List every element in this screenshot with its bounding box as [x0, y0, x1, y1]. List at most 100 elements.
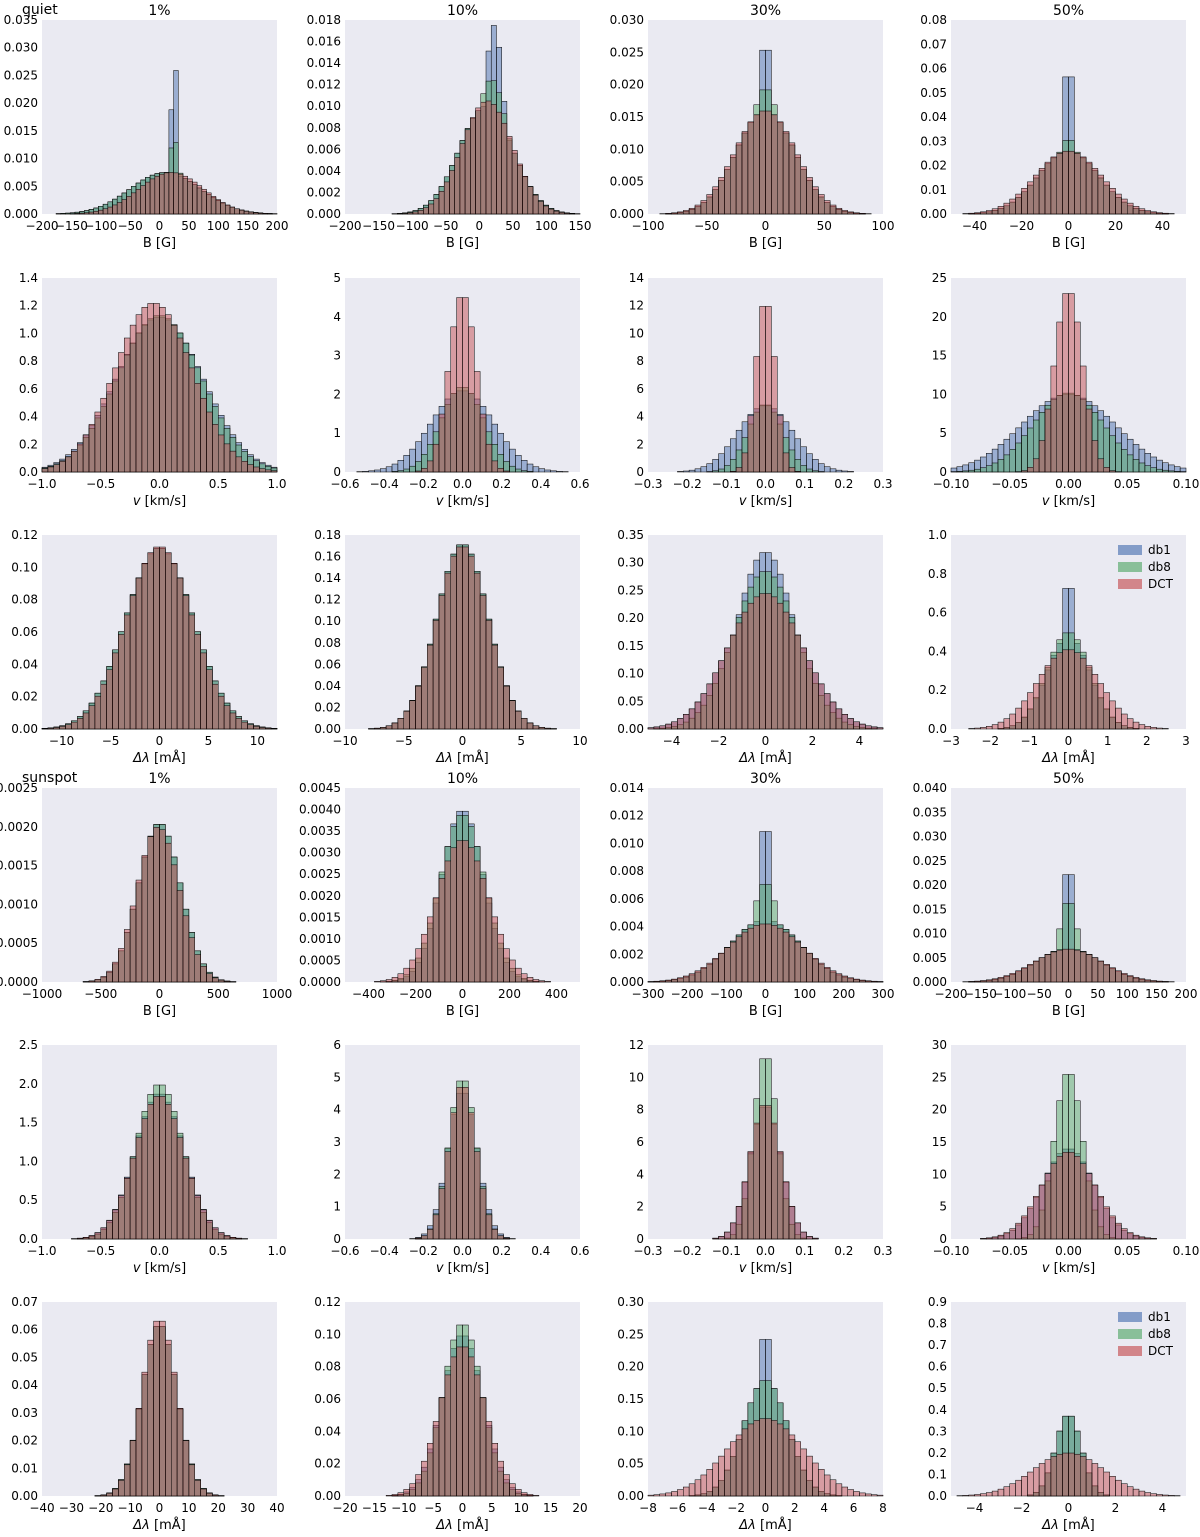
histogram-bar: [82, 434, 90, 473]
x-tick-label: 0: [1065, 219, 1073, 233]
histogram-bar: [171, 563, 178, 730]
y-tick-label: 0.9: [928, 1295, 947, 1309]
histogram-bar: [1021, 700, 1028, 730]
y-tick-label: 0.08: [314, 636, 341, 650]
x-tick-label: 0: [1065, 987, 1073, 1001]
panel-sunspot-2-1: 0.00 0.02 0.04 0.06 0.08 0.10 0.12 −20 −15 −10 −5 0…: [314, 1295, 587, 1533]
histogram-bar: [188, 1464, 195, 1497]
histogram-bar: [462, 297, 469, 473]
histogram-bar: [991, 1490, 999, 1497]
histogram-bar: [759, 923, 766, 983]
y-tick-label: 0.04: [314, 1424, 341, 1438]
histogram-bar: [65, 456, 72, 473]
y-tick-label: 0.05: [11, 1350, 38, 1364]
histogram-bar: [818, 463, 825, 473]
histogram-bar: [730, 634, 737, 730]
histogram-bar: [806, 468, 813, 473]
panel-quiet-0-2: 0.000 0.005 0.010 0.015 0.020 0.025 0.030 −100 −…: [610, 3, 895, 251]
y-tick-label: 0.0000: [0, 975, 38, 989]
histogram-bar: [782, 452, 790, 473]
y-tick-label: 12: [629, 1038, 644, 1052]
histogram-bar: [847, 471, 854, 473]
histogram-bar: [509, 1483, 516, 1497]
histogram-bar: [794, 471, 801, 473]
histogram-bar: [147, 1104, 154, 1240]
histogram-bar: [456, 546, 463, 730]
histogram-bar: [1127, 454, 1134, 473]
histogram-bar: [724, 166, 731, 215]
histogram-bar: [462, 840, 469, 983]
histogram-bar: [688, 708, 696, 730]
histogram-bar: [362, 471, 369, 473]
x-tick-label: −40: [29, 1501, 54, 1515]
histogram-bar: [735, 936, 743, 983]
x-axis-label: B [G]: [749, 1004, 782, 1019]
histogram-bar: [135, 577, 143, 730]
panel-quiet-1-2: 0 2 4 6 8 10 12 14 −0.3 −0.2 −0.1 0.0 0.1 0.2 0.3 v [km…: [629, 271, 893, 509]
panel-sunspot-0-2: 0.000 0.002 0.004 0.006 0.008 0.010 0.012 0.014…: [610, 771, 895, 1019]
histogram-bar: [847, 211, 854, 215]
histogram-bar: [1132, 977, 1140, 983]
histogram-bar: [385, 725, 393, 730]
histogram-bar: [474, 1374, 481, 1497]
x-tick-label: 1: [1104, 734, 1112, 748]
histogram-bar: [159, 1320, 166, 1497]
series-DCT: [385, 1346, 540, 1497]
histogram-bar: [759, 110, 766, 215]
histogram-bar: [1021, 1476, 1028, 1497]
histogram-bar: [859, 979, 866, 983]
y-tick-label: 0.0000: [299, 975, 341, 989]
x-tick-label: 300: [872, 987, 895, 1001]
histogram-bar: [391, 1494, 399, 1497]
histogram-bar: [1033, 1467, 1040, 1497]
histogram-bar: [135, 314, 143, 473]
y-tick-label: 0.06: [11, 1323, 38, 1337]
histogram-bar: [788, 622, 796, 730]
y-tick-label: 0.4: [928, 644, 947, 658]
histogram-bar: [677, 1489, 684, 1497]
y-tick-label: 0.00: [11, 1489, 38, 1503]
histogram-bar: [1085, 408, 1093, 473]
histogram-bar: [806, 1455, 813, 1497]
histogram-bar: [968, 981, 975, 983]
series-DCT: [69, 172, 273, 215]
histogram-bar: [753, 596, 760, 730]
histogram-bar: [1109, 1215, 1116, 1240]
histogram-bar: [491, 1443, 498, 1497]
histogram-bar: [712, 1462, 719, 1497]
histogram-bar: [397, 1492, 404, 1497]
histogram-bar: [427, 1229, 434, 1240]
histogram-bar: [521, 470, 528, 473]
histogram-bar: [1027, 181, 1034, 215]
histogram-bar: [515, 468, 522, 473]
histogram-bar: [1074, 152, 1081, 215]
y-tick-label: 0.002: [307, 185, 341, 199]
x-tick-label: 0.2: [834, 477, 853, 491]
histogram-bar: [1044, 1173, 1052, 1240]
y-tick-label: 2: [636, 437, 644, 451]
panel-title: 30%: [750, 771, 781, 787]
x-tick-label: 0.0: [756, 1244, 775, 1258]
series-DCT: [968, 649, 1169, 730]
histogram-bar: [1144, 1492, 1151, 1497]
x-axis-label: v [km/s]: [436, 1261, 489, 1276]
x-tick-label: −150: [362, 219, 395, 233]
legend-label-DCT: DCT: [1148, 577, 1174, 591]
histogram-bar: [159, 1096, 166, 1240]
histogram-bar: [503, 1237, 510, 1240]
histogram-bar: [718, 468, 725, 473]
histogram-bar: [841, 210, 848, 215]
histogram-bar: [1015, 707, 1022, 730]
x-axis-label: Δλ [mÅ]: [1041, 750, 1094, 766]
histogram-bar: [853, 1491, 860, 1497]
x-tick-label: 0.00: [1055, 477, 1082, 491]
histogram-bar: [532, 1495, 540, 1497]
histogram-bar: [145, 181, 151, 215]
x-tick-label: 0: [459, 987, 467, 1001]
histogram-bar: [135, 1137, 143, 1240]
histogram-bar: [671, 721, 678, 730]
x-tick-label: −1000: [22, 987, 63, 1001]
histogram-bar: [129, 905, 137, 983]
x-axis-label: B [G]: [446, 236, 479, 251]
histogram-bar: [88, 211, 94, 215]
